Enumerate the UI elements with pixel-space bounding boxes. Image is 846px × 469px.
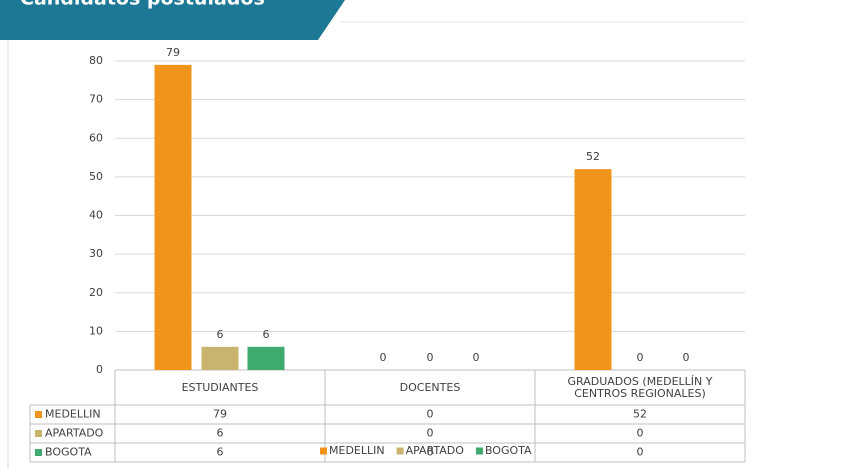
table-value: 0 <box>427 408 434 421</box>
y-tick-label: 50 <box>89 170 103 183</box>
legend-key <box>35 449 42 456</box>
data-label: 6 <box>263 328 270 341</box>
data-label: 52 <box>586 150 600 163</box>
bar <box>247 346 285 370</box>
data-label: 0 <box>473 351 480 364</box>
legend-label: MEDELLIN <box>329 444 385 457</box>
table-value: 0 <box>427 446 434 459</box>
bar <box>574 169 612 370</box>
legend-key <box>396 447 404 455</box>
data-label: 0 <box>380 351 387 364</box>
legend-label: BOGOTA <box>485 444 532 457</box>
y-tick-label: 60 <box>89 131 103 144</box>
table-value: 6 <box>217 427 224 440</box>
bar <box>201 346 239 370</box>
table-value: 79 <box>213 408 227 421</box>
y-tick-label: 20 <box>89 286 103 299</box>
table-value: 52 <box>633 408 647 421</box>
x-tick-label: ESTUDIANTES <box>181 380 259 394</box>
legend-label: APARTADO <box>406 444 465 457</box>
y-tick-label: 70 <box>89 93 103 106</box>
legend-label: BOGOTA <box>45 446 92 459</box>
legend-key <box>35 411 42 418</box>
table-value: 0 <box>637 446 644 459</box>
data-label: 79 <box>166 46 180 59</box>
y-tick-label: 30 <box>89 247 103 260</box>
chart-title: Candidatos postulados <box>20 0 265 10</box>
data-label: 0 <box>427 351 434 364</box>
table-value: 6 <box>217 446 224 459</box>
legend-key <box>475 447 483 455</box>
legend-key <box>35 430 42 437</box>
x-tick-label: DOCENTES <box>399 380 461 394</box>
y-tick-label: 0 <box>96 363 103 376</box>
y-tick-label: 40 <box>89 209 103 222</box>
data-label: 6 <box>217 328 224 341</box>
legend-key <box>320 447 327 455</box>
table-value: 0 <box>637 427 644 440</box>
data-label: 0 <box>683 351 690 364</box>
y-tick-label: 80 <box>89 54 103 67</box>
bar <box>154 64 192 371</box>
data-label: 0 <box>637 351 644 364</box>
x-tick-label: GRADUADOS (MEDELLÍN Y CENTROS REGIONALES… <box>567 374 713 400</box>
legend-label: APARTADO <box>45 427 104 440</box>
table-value: 0 <box>427 427 434 440</box>
y-tick-label: 10 <box>89 324 103 337</box>
legend-label: MEDELLIN <box>45 408 101 421</box>
title-banner <box>0 0 345 40</box>
